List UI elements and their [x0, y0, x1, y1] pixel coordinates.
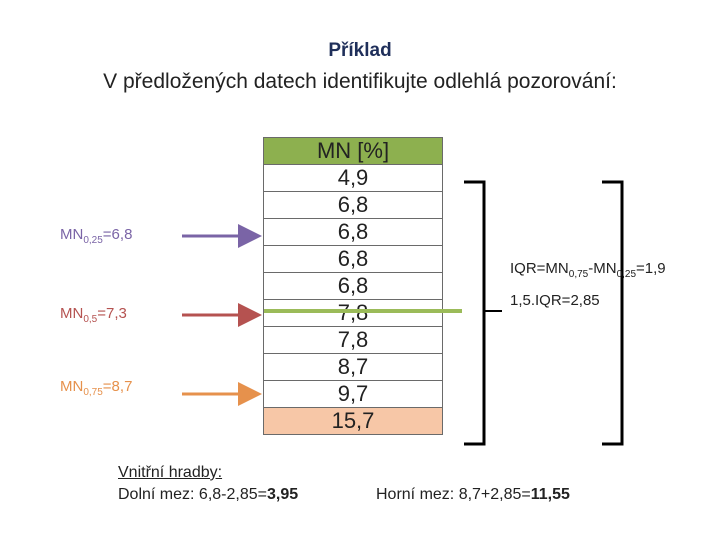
- iqr-sub-2: 0,25: [616, 269, 637, 280]
- q25-label-base: MN: [60, 226, 84, 243]
- slide-subtitle: V předložených datech identifikujte odle…: [103, 70, 617, 93]
- q75-label-sub: 0,75: [83, 387, 103, 398]
- q25-label-sub: 0,25: [83, 235, 103, 246]
- q75-label-base: MN: [60, 378, 84, 395]
- q75-label-value: =8,7: [102, 378, 133, 395]
- data-table: MN [%] 4,9 6,8 6,8 6,8 6,8 7,8 7,8 8,7 9…: [263, 137, 443, 435]
- upper-fence-text: Horní mez: 8,7+2,85=: [376, 486, 531, 503]
- median-label: MN0,5=7,3: [60, 305, 127, 325]
- iqr-sub-1: 0,75: [568, 269, 589, 280]
- left-bracket: [464, 180, 486, 446]
- q25-label: MN0,25=6,8: [60, 226, 132, 246]
- q25-label-value: =6,8: [102, 226, 133, 243]
- upper-fence-value: 11,55: [530, 486, 570, 503]
- right-bracket: [602, 180, 624, 446]
- slide-title: Příklad: [328, 40, 392, 61]
- iqr-part-a: IQR=MN: [510, 260, 569, 277]
- table-header: MN [%]: [263, 137, 443, 165]
- iqr-multiple: 1,5.IQR=2,85: [510, 292, 600, 309]
- iqr-formula: IQR=MN0,75-MN0,25=1,9: [510, 260, 666, 280]
- lower-fence-text: Dolní mez: 6,8-2,85=: [118, 486, 267, 503]
- table-cell: 8,7: [263, 353, 443, 381]
- lower-fence-value: 3,95: [266, 486, 299, 503]
- table-cell: 7,8: [263, 326, 443, 354]
- iqr-part-b: -MN: [588, 260, 617, 277]
- upper-fence: Horní mez: 8,7+2,85=11,55: [376, 486, 570, 504]
- median-label-sub: 0,5: [83, 314, 98, 325]
- table-cell: 4,9: [263, 164, 443, 192]
- median-label-base: MN: [60, 305, 84, 322]
- q75-label: MN0,75=8,7: [60, 378, 132, 398]
- table-cell: 6,8: [263, 272, 443, 300]
- table-cell: 6,8: [263, 245, 443, 273]
- iqr-part-c: =1,9: [636, 260, 666, 277]
- lower-fence: Dolní mez: 6,8-2,85=3,95: [118, 486, 298, 504]
- median-label-value: =7,3: [97, 305, 127, 322]
- table-cell-outlier: 15,7: [263, 407, 443, 435]
- fences-heading: Vnitřní hradby:: [118, 464, 223, 481]
- table-cell: 6,8: [263, 218, 443, 246]
